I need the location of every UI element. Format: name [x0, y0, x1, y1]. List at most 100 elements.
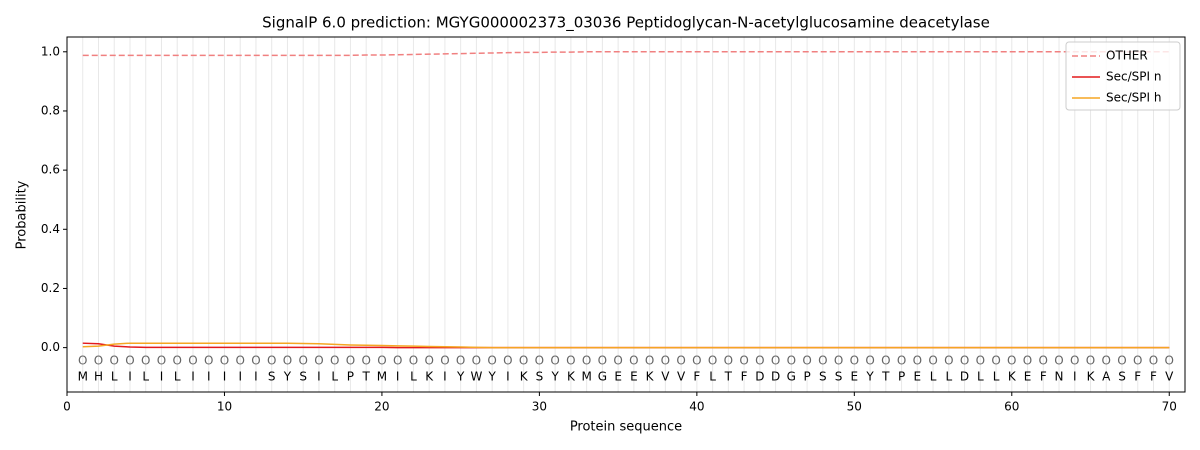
residue: W: [470, 370, 482, 384]
residue: L: [977, 370, 984, 384]
residue-label: O: [897, 354, 906, 368]
series-line: [82, 342, 1170, 349]
residue-label: O: [613, 354, 622, 368]
legend-box: [1065, 41, 1181, 111]
residue-label: O: [346, 354, 355, 368]
residue-label: O: [283, 354, 292, 368]
residue-label: O: [629, 354, 638, 368]
residue: E: [914, 370, 922, 384]
residue-label: O: [818, 354, 827, 368]
residue-label: O: [787, 354, 796, 368]
residue-label: O: [535, 354, 544, 368]
residue: G: [598, 370, 607, 384]
residue-label: O: [960, 354, 969, 368]
y-tick-label: 0.6: [41, 163, 60, 177]
residue-label: O: [409, 354, 418, 368]
residue-label: O: [739, 354, 748, 368]
residue-label: O: [424, 354, 433, 368]
residue: K: [646, 370, 655, 384]
residue: I: [160, 370, 164, 384]
x-tick-label: 20: [374, 400, 389, 414]
residue-label: O: [582, 354, 591, 368]
residue-label: O: [188, 354, 197, 368]
residue: I: [506, 370, 510, 384]
residue: I: [396, 370, 400, 384]
residue: M: [581, 370, 591, 384]
residue: G: [787, 370, 796, 384]
residue-label: O: [1117, 354, 1126, 368]
residue: L: [709, 370, 716, 384]
residue: I: [1073, 370, 1077, 384]
residue-label: O: [361, 354, 370, 368]
residue: P: [803, 370, 810, 384]
residue: P: [347, 370, 354, 384]
residue: T: [724, 370, 733, 384]
residue-label: O: [393, 354, 402, 368]
residue: M: [377, 370, 387, 384]
residue: K: [520, 370, 529, 384]
residue-label: O: [314, 354, 323, 368]
residue: S: [819, 370, 827, 384]
residue-label: O: [1086, 354, 1095, 368]
residue-label: O: [1007, 354, 1016, 368]
x-tick-label: 40: [689, 400, 704, 414]
residue: I: [317, 370, 321, 384]
residue-label: O: [141, 354, 150, 368]
residue: K: [567, 370, 576, 384]
residue: L: [142, 370, 149, 384]
residue-label: O: [676, 354, 685, 368]
residue: N: [1055, 370, 1064, 384]
residue: V: [1165, 370, 1174, 384]
residue-label: O: [1102, 354, 1111, 368]
residue-label: O: [834, 354, 843, 368]
residue-label: O: [802, 354, 811, 368]
residue-label: O: [251, 354, 260, 368]
x-tick-label: 10: [217, 400, 232, 414]
residue-label: O: [1165, 354, 1174, 368]
residue: M: [78, 370, 88, 384]
residue: I: [207, 370, 211, 384]
residue: D: [755, 370, 764, 384]
residue: E: [630, 370, 638, 384]
residue-label: O: [377, 354, 386, 368]
residue: F: [741, 370, 748, 384]
x-tick-label: 70: [1162, 400, 1177, 414]
residue-label: O: [78, 354, 87, 368]
residue-label: O: [661, 354, 670, 368]
residue: L: [930, 370, 937, 384]
y-tick-label: 1.0: [41, 44, 60, 58]
residue: S: [299, 370, 307, 384]
residue: S: [835, 370, 843, 384]
residue-label: O: [566, 354, 575, 368]
residue: Y: [865, 370, 874, 384]
residue-label: O: [913, 354, 922, 368]
residue: T: [362, 370, 371, 384]
residue-label: O: [519, 354, 528, 368]
residue: L: [331, 370, 338, 384]
residue-label: O: [220, 354, 229, 368]
residue-label: O: [440, 354, 449, 368]
residue: I: [128, 370, 132, 384]
residue-label: O: [991, 354, 1000, 368]
x-tick-label: 50: [847, 400, 862, 414]
residue-label: O: [110, 354, 119, 368]
residue-label: O: [598, 354, 607, 368]
residue: I: [238, 370, 242, 384]
residue-label: O: [1149, 354, 1158, 368]
residue: I: [254, 370, 258, 384]
residue: F: [693, 370, 700, 384]
residue-label: O: [298, 354, 307, 368]
residue-label: O: [125, 354, 134, 368]
residue: A: [1102, 370, 1111, 384]
residue-label: O: [1023, 354, 1032, 368]
residue: K: [1087, 370, 1096, 384]
residue: V: [677, 370, 686, 384]
x-tick-label: 0: [63, 400, 71, 414]
residue: L: [111, 370, 118, 384]
residue-label: O: [692, 354, 701, 368]
residue: Y: [487, 370, 496, 384]
residue-label: O: [865, 354, 874, 368]
residue: E: [614, 370, 622, 384]
residue-label: O: [1054, 354, 1063, 368]
residue: F: [1150, 370, 1157, 384]
